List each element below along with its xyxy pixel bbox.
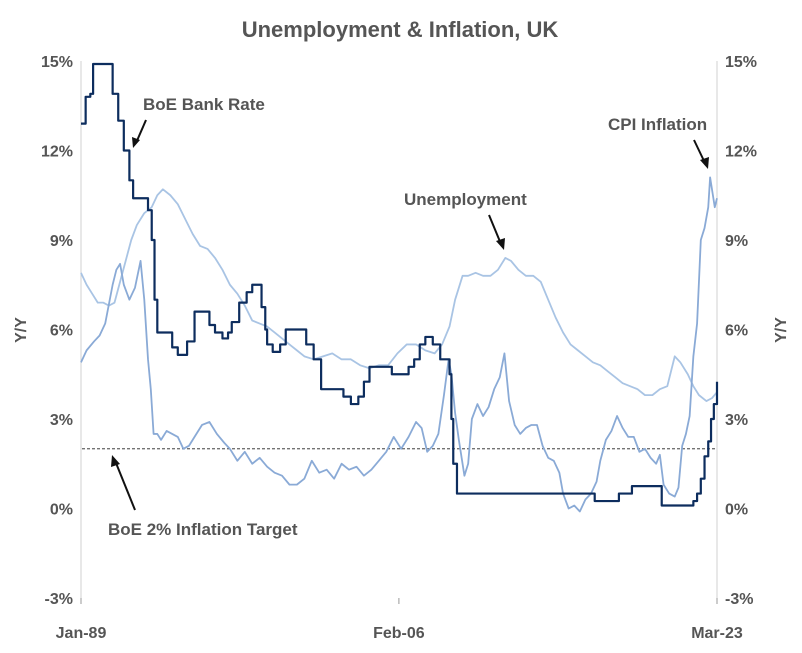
y-tick-label-left: 9%: [50, 233, 73, 250]
unemployment-arrow: [488, 214, 502, 245]
series-layer: [80, 62, 719, 513]
x-tick-label: Mar-23: [691, 625, 743, 642]
target-annotation: BoE 2% Inflation Target: [108, 520, 298, 539]
x-tick-label: Feb-06: [373, 625, 425, 642]
bank-rate-arrowhead: [132, 137, 140, 148]
right-y-ticks: -3% 0% 3% 6% 9% 12% 15%: [725, 54, 757, 608]
y-tick-label-right: 0%: [725, 502, 748, 519]
y-tick-label-right: 3%: [725, 412, 748, 429]
y-tick-label-right: 12%: [725, 144, 757, 161]
series-line-cpi-inflation: [80, 176, 718, 513]
y-tick-label-left: 12%: [41, 144, 73, 161]
cpi-arrowhead: [700, 157, 709, 169]
y-tick-label-right: 9%: [725, 233, 748, 250]
y-tick-label-left: 15%: [41, 54, 73, 71]
y-tick-label-right: 15%: [725, 54, 757, 71]
cpi-annotation: CPI Inflation: [608, 115, 707, 134]
unemployment-arrowhead: [496, 238, 505, 250]
target-arrowhead: [111, 455, 120, 467]
bank-rate-annotation: BoE Bank Rate: [143, 95, 265, 114]
y-tick-label-left: 6%: [50, 323, 73, 340]
left-y-axis-label: Y/Y: [13, 317, 30, 343]
y-tick-label-left: 0%: [50, 502, 73, 519]
y-tick-label-right: 6%: [725, 323, 748, 340]
x-ticks: Jan-89 Feb-06 Mar-23: [56, 598, 743, 642]
unemployment-annotation: Unemployment: [404, 190, 527, 209]
left-y-ticks: -3% 0% 3% 6% 9% 12% 15%: [41, 54, 73, 608]
x-tick-label: Jan-89: [56, 625, 107, 642]
y-tick-label-left: 3%: [50, 412, 73, 429]
series-line-boe-bank-rate: [81, 62, 719, 507]
series-line-unemployment: [80, 188, 718, 402]
target-arrow: [115, 462, 136, 511]
y-tick-label-right: -3%: [725, 591, 753, 608]
chart-title: Unemployment & Inflation, UK: [242, 17, 559, 42]
right-y-axis-label: Y/Y: [773, 317, 790, 343]
y-tick-label-left: -3%: [45, 591, 73, 608]
